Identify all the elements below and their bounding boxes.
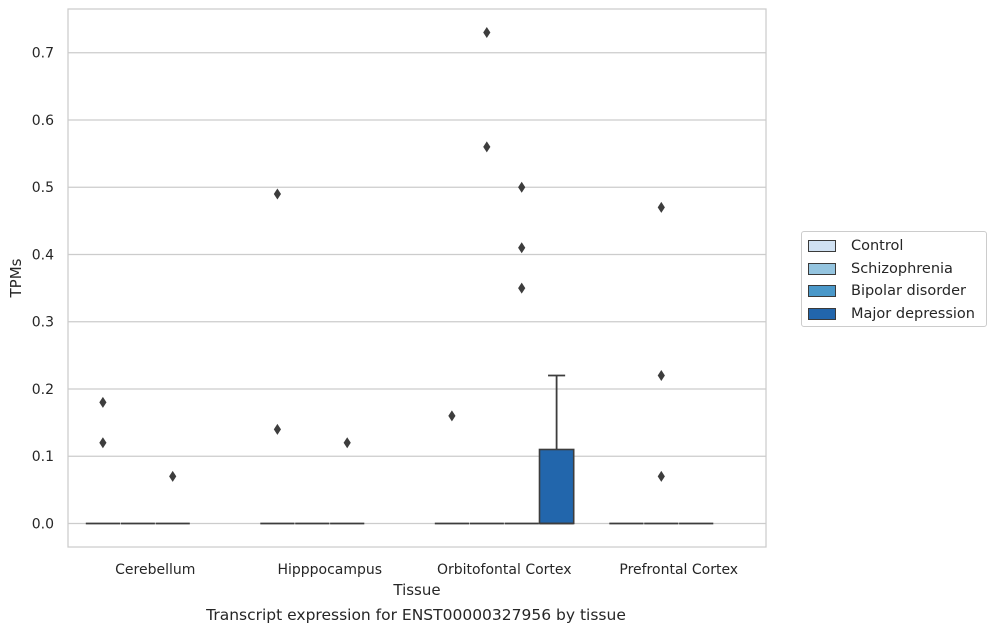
box-bipolar-disorder [155,470,190,525]
y-tick-label: 0.0 [32,516,54,532]
outlier-point [169,470,177,482]
outlier-point [518,181,526,193]
legend-swatch [808,240,836,253]
legend-item: Bipolar disorder [808,280,986,303]
legend: Control Schizophrenia Bipolar disorder Majo… [801,231,987,327]
legend-item: Major depression [808,303,986,326]
y-tick-label: 0.3 [32,315,54,331]
y-tick-label: 0.4 [32,247,54,263]
outlier-point [518,242,526,254]
outlier-point [448,410,456,422]
y-tick-label: 0.2 [32,382,54,398]
legend-item: Schizophrenia [808,258,986,281]
outlier-point [657,201,665,213]
x-axis-label: Tissue [392,581,440,599]
box-schizophrenia [644,201,679,525]
box-plots [85,27,714,525]
box-body [538,448,575,525]
y-tick-label: 0.7 [32,46,54,62]
legend-label: Schizophrenia [851,260,953,277]
box-bipolar-disorder [330,437,365,525]
legend-swatch [808,262,836,275]
grid-lines [68,52,766,525]
outlier-point [273,188,281,200]
box-bipolar-disorder [504,181,539,525]
box-control [85,396,121,525]
y-axis-ticks: 0.0 0.1 0.2 0.3 0.4 0.5 0.6 0.7 [32,46,54,533]
outlier-point [483,27,491,39]
legend-swatch [808,307,836,320]
x-tick-label: Orbitofontal Cortex [437,562,572,578]
plot-area-frame [67,8,767,548]
outlier-point [273,423,281,435]
legend-label: Major depression [851,305,975,322]
outlier-point [657,470,665,482]
figure-caption: Transcript expression for ENST0000032795… [206,606,626,624]
y-axis-label: TPMs [7,258,25,298]
legend-swatch [808,285,836,298]
outlier-point [343,437,351,449]
y-tick-label: 0.6 [32,113,54,129]
box-schizophrenia [469,27,504,525]
box-major-depression [538,374,575,525]
legend-item: Control [808,235,986,258]
outlier-point [657,370,665,382]
legend-label: Bipolar disorder [851,283,966,300]
x-axis-ticks: Cerebellum Hipppocampus Orbitofontal Corte… [115,562,738,578]
legend-label: Control [851,238,904,255]
outlier-point [483,141,491,153]
outlier-point [518,282,526,294]
outlier-point [99,396,107,408]
outlier-point [99,437,107,449]
y-tick-label: 0.5 [32,180,54,196]
box-control [434,410,470,525]
x-tick-label: Cerebellum [115,562,195,578]
x-tick-label: Prefrontal Cortex [619,562,738,578]
x-tick-label: Hipppocampus [277,562,382,578]
box-control [260,188,295,525]
y-tick-label: 0.1 [32,449,54,465]
